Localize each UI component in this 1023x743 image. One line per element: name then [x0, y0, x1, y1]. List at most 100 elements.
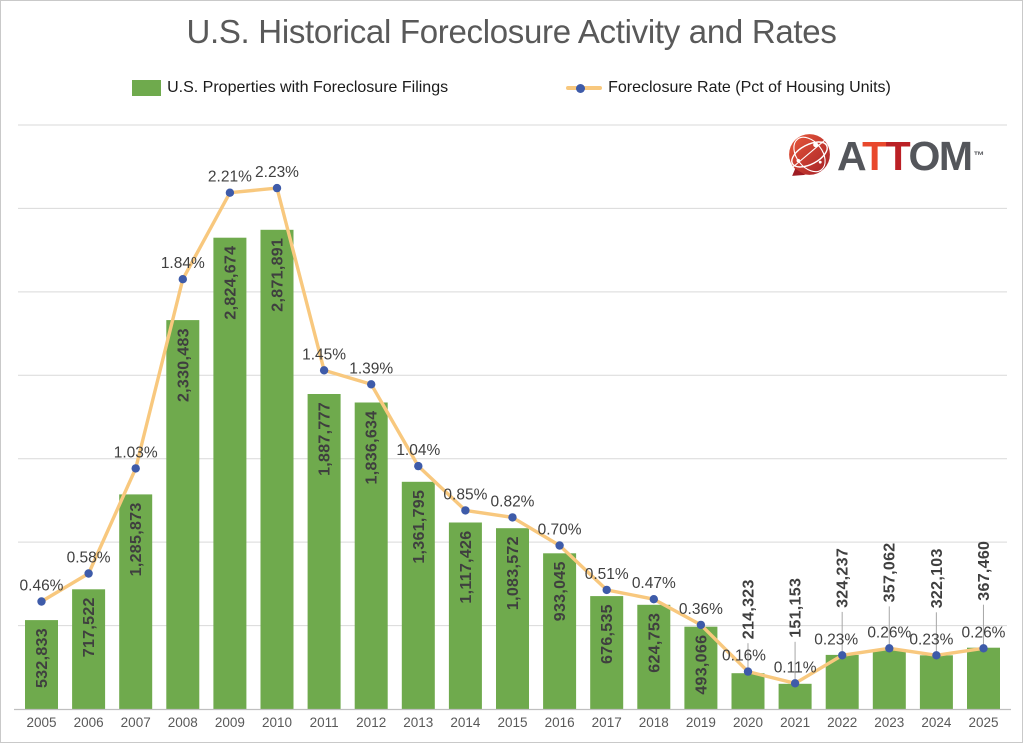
legend-item-filings: U.S. Properties with Foreclosure Filings: [132, 79, 448, 97]
x-tick-2015: 2015: [497, 715, 527, 730]
line-series-marker-icon: [566, 83, 603, 93]
rate-marker-2016: [555, 541, 564, 550]
x-tick-2008: 2008: [168, 715, 198, 730]
bar-value-label-2006: 717,522: [81, 597, 98, 657]
bar-2023: [872, 649, 906, 709]
rate-label-2006: 0.58%: [67, 550, 111, 567]
x-tick-2009: 2009: [215, 715, 245, 730]
rate-label-2021: 0.11%: [774, 659, 817, 676]
rate-marker-2019: [696, 620, 706, 630]
rate-label-2015: 0.82%: [491, 493, 535, 510]
rate-label-2005: 0.46%: [20, 578, 64, 595]
attom-wordmark: ATTOM: [837, 132, 973, 179]
bar-value-label-2009: 2,824,674: [222, 246, 239, 320]
rate-marker-2021: [790, 679, 800, 688]
logo-letter: O: [908, 132, 940, 179]
rate-marker-2018: [649, 595, 658, 604]
x-tick-2022: 2022: [827, 715, 857, 730]
bar-2012: [354, 402, 388, 709]
x-tick-2025: 2025: [968, 715, 998, 730]
rate-label-2013: 1.04%: [396, 442, 440, 459]
bar-2021: [778, 683, 812, 709]
logo-letter: T: [885, 132, 910, 179]
x-tick-2019: 2019: [686, 715, 716, 730]
trademark-symbol: ™: [973, 149, 985, 162]
rate-label-2008: 1.84%: [161, 255, 205, 272]
legend-item-rate: Foreclosure Rate (Pct of Housing Units): [566, 79, 891, 97]
rate-label-2020: 0.16%: [722, 648, 766, 665]
rate-marker-2007: [131, 464, 140, 473]
bar-value-label-2021: 151,153: [788, 578, 805, 638]
bar-2014: [448, 522, 482, 709]
rate-marker-2008: [178, 275, 187, 284]
x-tick-2023: 2023: [874, 715, 904, 730]
bar-2009: [213, 237, 247, 709]
x-tick-2018: 2018: [639, 715, 669, 730]
bar-value-label-2022: 324,237: [835, 548, 852, 608]
bar-2006: [72, 589, 106, 709]
x-tick-2012: 2012: [356, 715, 386, 730]
x-tick-2014: 2014: [450, 715, 481, 730]
rate-label-2014: 0.85%: [443, 486, 487, 503]
x-tick-2011: 2011: [310, 715, 339, 730]
bar-series-swatch-icon: [132, 80, 162, 96]
bar-2018: [637, 604, 671, 709]
rate-marker-2006: [84, 569, 93, 578]
bar-2020: [731, 673, 765, 709]
rate-label-2018: 0.47%: [632, 575, 676, 592]
bar-value-label-2005: 532,833: [34, 628, 51, 688]
bar-value-label-2024: 322,103: [929, 548, 946, 608]
logo-letter: M: [938, 132, 973, 179]
bar-2010: [260, 229, 294, 710]
rate-marker-2015: [508, 513, 517, 522]
marker-dot-icon: [576, 83, 586, 93]
bar-2007: [119, 494, 153, 709]
bar-value-label-2023: 357,062: [882, 542, 899, 602]
rate-marker-2020: [743, 667, 753, 676]
rate-label-2007: 1.03%: [114, 444, 158, 461]
x-tick-2020: 2020: [733, 715, 763, 730]
x-tick-2021: 2021: [780, 715, 810, 730]
bar-value-label-2014: 1,117,426: [458, 531, 475, 604]
rate-marker-2017: [602, 585, 611, 595]
rate-label-2022: 0.23%: [814, 631, 858, 648]
rate-marker-2012: [367, 380, 376, 389]
bar-value-label-2008: 2,330,483: [175, 328, 192, 402]
legend: U.S. Properties with Foreclosure Filings…: [1, 79, 1022, 97]
bar-2024: [919, 655, 953, 709]
bar-2008: [166, 320, 200, 709]
attom-logo: ATTOM ™: [785, 131, 985, 180]
bar-2005: [25, 620, 58, 709]
rate-marker-2014: [461, 506, 470, 515]
rate-marker-2011: [319, 366, 329, 375]
rate-label-2019: 0.36%: [679, 601, 723, 618]
bar-value-label-2012: 1,836,634: [364, 411, 381, 485]
x-tick-2006: 2006: [74, 715, 104, 730]
bar-value-label-2007: 1,285,873: [128, 502, 145, 576]
bar-value-label-2020: 214,323: [740, 579, 757, 639]
bar-2015: [496, 528, 529, 709]
x-tick-2013: 2013: [403, 715, 433, 730]
rate-marker-2013: [414, 461, 423, 471]
rate-label-2025: 0.26%: [962, 624, 1006, 641]
x-tick-2024: 2024: [921, 715, 952, 730]
x-tick-2005: 2005: [26, 715, 56, 730]
rate-label-2024: 0.23%: [909, 631, 953, 648]
rate-label-2016: 0.70%: [538, 522, 582, 539]
rate-marker-2009: [225, 188, 235, 197]
bar-value-label-2011: 1,887,777: [317, 402, 334, 476]
rate-label-2010: 2.23%: [255, 164, 299, 181]
bar-value-label-2016: 933,045: [552, 561, 569, 621]
rate-label-2011: 1.45%: [302, 346, 346, 363]
bar-2011: [307, 394, 341, 709]
x-tick-2007: 2007: [121, 715, 151, 730]
bar-value-label-2017: 676,535: [599, 604, 616, 664]
bar-value-label-2010: 2,871,891: [270, 238, 287, 312]
x-tick-2017: 2017: [592, 715, 622, 730]
rate-marker-2023: [885, 644, 894, 653]
rate-marker-2025: [979, 644, 988, 653]
rate-label-2009: 2.21%: [208, 169, 252, 186]
bar-value-label-2013: 1,361,795: [411, 490, 428, 564]
